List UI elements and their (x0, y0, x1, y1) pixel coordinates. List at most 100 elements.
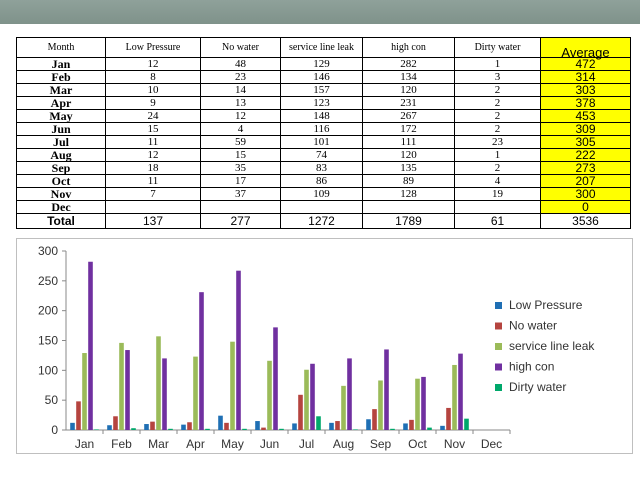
row-month-label: Oct (16, 174, 106, 188)
table-cell: 231 (362, 96, 455, 110)
row-month-label: May (16, 109, 106, 123)
table-cell: 8 (105, 70, 201, 84)
table-row: Mar 10 14 157 120 2 303 (16, 83, 631, 97)
chart-canvas: 0 50 100 150 200 250 300 Jan Feb Mar Apr May Jun Jul A… (38, 244, 595, 451)
table-cell: 172 (362, 122, 455, 136)
bar-no-water (113, 416, 118, 430)
bar-dirty-water (205, 428, 210, 430)
bar-service-line-leak (82, 353, 87, 430)
table-cell: 135 (362, 161, 455, 175)
table-row: Nov 7 37 109 128 19 300 (16, 187, 631, 201)
y-tick-label: 150 (38, 334, 58, 348)
table-cell: 12 (105, 57, 201, 71)
average-cell: 472 (540, 57, 631, 71)
table-cell: 11 (105, 174, 201, 188)
table-cell: 120 (362, 148, 455, 162)
bar-high-con (458, 353, 463, 430)
table-cell (280, 200, 363, 214)
table-cell: 10 (105, 83, 201, 97)
table-cell: 24 (105, 109, 201, 123)
table-cell: 59 (200, 135, 281, 149)
bar-low-pressure (218, 415, 223, 430)
average-cell: 305 (540, 135, 631, 149)
header-low-pressure: Low Pressure (105, 37, 201, 58)
legend-swatch (495, 322, 502, 330)
total-label: Total (16, 213, 106, 229)
bar-high-con (236, 270, 241, 430)
bar-high-con (347, 358, 352, 430)
table-cell: 17 (200, 174, 281, 188)
bar-service-line-leak (119, 342, 124, 430)
table-cell: 19 (454, 187, 541, 201)
bar-high-con (162, 358, 167, 430)
bar-no-water (150, 421, 155, 430)
table-row: Sep 18 35 83 135 2 273 (16, 161, 631, 175)
bar-service-line-leak (415, 378, 420, 430)
table-cell: 146 (280, 70, 363, 84)
table-cell: 148 (280, 109, 363, 123)
bar-no-water (187, 422, 192, 430)
table-row: May 24 12 148 267 2 453 (16, 109, 631, 123)
legend-swatch (495, 363, 502, 371)
total-cell: 1789 (362, 213, 455, 229)
row-month-label: Sep (16, 161, 106, 175)
row-month-label: Jul (16, 135, 106, 149)
bar-low-pressure (329, 422, 334, 430)
table-cell: 14 (200, 83, 281, 97)
table-cell: 129 (280, 57, 363, 71)
average-cell: 0 (540, 200, 631, 214)
table-cell: 23 (200, 70, 281, 84)
x-tick-label: Oct (408, 437, 427, 451)
table-header-row: Month Low Pressure No water service line… (16, 37, 631, 59)
table-cell: 9 (105, 96, 201, 110)
bar-service-line-leak (267, 360, 272, 430)
table-cell: 101 (280, 135, 363, 149)
table-cell: 2 (454, 96, 541, 110)
table-cell (105, 200, 201, 214)
table-cell: 1 (454, 148, 541, 162)
table-row: Feb 8 23 146 134 3 314 (16, 70, 631, 84)
y-tick-label: 250 (38, 274, 58, 288)
bar-dirty-water (94, 429, 99, 430)
bar-service-line-leak (378, 380, 383, 430)
bar-dirty-water (131, 428, 136, 430)
bar-low-pressure (70, 422, 75, 430)
complaints-table: Month Low Pressure No water service line… (16, 37, 631, 229)
table-cell: 3 (454, 70, 541, 84)
table-cell: 128 (362, 187, 455, 201)
bar-no-water (409, 419, 414, 430)
table-cell: 83 (280, 161, 363, 175)
bar-no-water (298, 394, 303, 430)
legend-label: Dirty water (509, 380, 566, 394)
table-cell: 109 (280, 187, 363, 201)
y-tick-label: 200 (38, 304, 58, 318)
average-cell: 303 (540, 83, 631, 97)
x-tick-label: Aug (333, 437, 354, 451)
bar-dirty-water (464, 418, 469, 430)
bar-service-line-leak (193, 356, 198, 430)
table-cell: 35 (200, 161, 281, 175)
y-tick-label: 300 (38, 244, 58, 258)
x-tick-label: Mar (148, 437, 169, 451)
table-row: Aug 12 15 74 120 1 222 (16, 148, 631, 162)
total-cell: 277 (200, 213, 281, 229)
table-cell: 2 (454, 161, 541, 175)
table-cell (454, 200, 541, 214)
table-row: Jan 12 48 129 282 1 472 (16, 57, 631, 71)
bar-dirty-water (427, 427, 432, 430)
table-cell: 2 (454, 109, 541, 123)
header-average: Average (540, 37, 631, 59)
slide-title-band (0, 0, 640, 24)
table-total-row: Total 137 277 1272 1789 61 3536 (16, 213, 631, 229)
legend-swatch (495, 302, 502, 309)
bar-high-con (125, 350, 130, 430)
row-month-label: Jun (16, 122, 106, 136)
legend-label: high con (509, 360, 554, 374)
average-cell: 222 (540, 148, 631, 162)
legend-label: service line leak (509, 339, 595, 353)
bar-no-water (372, 409, 377, 430)
row-month-label: Mar (16, 83, 106, 97)
total-cell: 3536 (540, 213, 631, 229)
table-cell: 4 (454, 174, 541, 188)
table-cell: 15 (200, 148, 281, 162)
